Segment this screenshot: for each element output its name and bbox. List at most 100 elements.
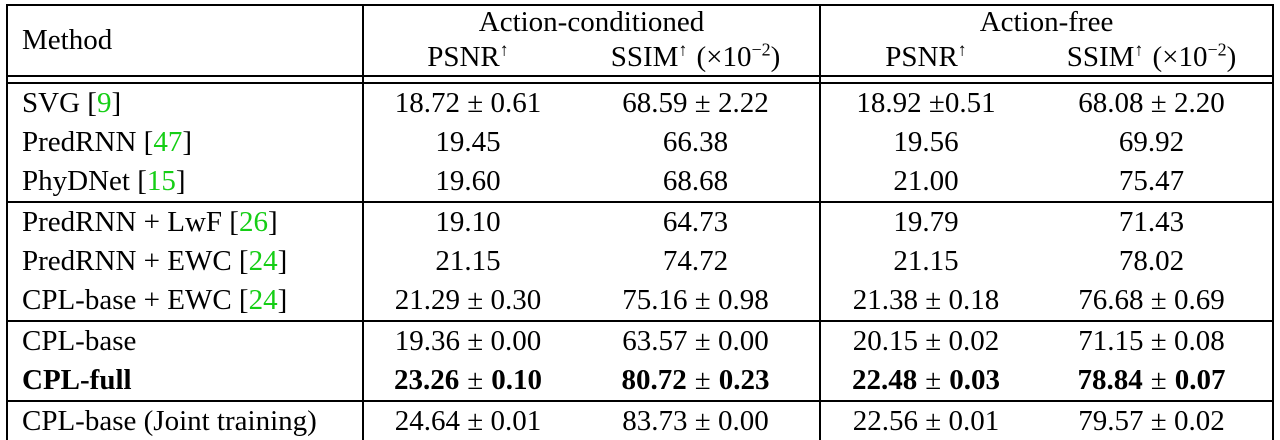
psnr-cell-action-free: 21.00 [819,162,1032,203]
method-label: CPL-base (Joint training) [22,405,317,438]
ssim-cell-action-free: 69.92 [1118,126,1185,159]
psnr-cell-action-free: 19.79 [819,201,1032,243]
psnr-cell-action-free: 21.38 ± 0.18 [819,281,1032,322]
method-cell: PredRNN [47] [7,123,363,162]
ssim-cell-action-conditioned: 83.73 ± 0.00 [572,400,821,440]
ssim-cell-action-conditioned: 68.59 ± 2.22 [622,87,769,120]
ssim-cell-action-conditioned: 64.73 [572,201,821,243]
method-cell: CPL-base + EWC [24] [7,281,363,321]
table-body: SVG [9] 18.72 ± 0.61 68.59 ± 2.22 18.92 ±0.… [7,83,1274,440]
method-label: PredRNN + LwF [22,206,223,239]
psnr-cell-action-conditioned: 19.45 [362,123,572,163]
ssim-cell-action-free: 71.43 [1031,201,1274,243]
citation-ref: [24] [231,245,288,278]
ssim-cell-action-free: 78.84 ±0.07 [1077,364,1226,397]
method-cell: CPL-base (Joint training) [7,400,363,440]
ssim-scale: (×10−2) [696,39,781,73]
up-arrow-icon: ↑ [1134,39,1144,60]
psnr-cell-action-conditioned: 19.10 [362,201,572,243]
table-row: PredRNN [47] 19.45 66.38 19.56 69.92 [7,123,1273,163]
up-arrow-icon: ↑ [957,39,967,60]
method-cell: CPL-base [7,320,363,362]
psnr-cell-action-free: 22.48 ±0.03 [819,361,1032,402]
ssim-cell-action-free: 75.47 [1118,165,1185,198]
citation-number: 47 [153,126,183,159]
psnr-cell-action-free: 19.56 [819,123,1032,163]
ssim-scale: (×10−2) [1152,39,1237,73]
method-label: PhyDNet [22,165,130,198]
up-arrow-icon: ↑ [678,39,688,60]
psnr-cell-action-conditioned: 23.26 ±0.10 [362,361,572,402]
ssim-cell-action-conditioned: 80.72 ±0.23 [621,364,770,397]
method-label: CPL-base + EWC [22,284,232,317]
method-label: SVG [22,87,81,120]
table-row: PhyDNet [15] 19.60 68.68 21.00 75.47 [7,162,1273,203]
psnr-cell-action-free: 21.15 [819,242,1032,282]
ssim-label: SSIM [1066,40,1135,73]
psnr-cell-action-free: 18.92 ±0.51 [819,83,1032,124]
plus-minus-symbol: ± [694,364,711,397]
ssim-cell-action-free: 71.15 ± 0.08 [1031,320,1274,362]
ssim-cell-action-conditioned: 63.57 ± 0.00 [572,320,821,362]
header-row-groups: Method Action-conditioned Action-free [7,5,1274,78]
table-row: PredRNN + LwF [26] 19.10 64.73 19.79 71.43 [7,201,1274,243]
citation-number: 26 [238,206,268,239]
method-cell: PredRNN + LwF [26] [7,201,363,243]
psnr-cell-action-conditioned: 21.15 [362,242,572,282]
citation-ref: [26] [222,206,278,239]
ssim-cell-action-free: 79.57 ± 0.02 [1031,400,1274,440]
table-row: CPL-full 23.26 ±0.10 80.72 ±0.23 22.48 ±0.03 78… [7,361,1273,402]
psnr-header-action-free: PSNR↑ [819,39,1032,78]
header-row-metrics: PSNR↑ SSIM↑ (×10−2) PSNR↑ SSIM↑ (×10−2) [7,39,1274,78]
psnr-cell-action-free: 22.56 ± 0.01 [819,400,1032,440]
psnr-cell-action-conditioned: 18.72 ± 0.61 [362,83,572,124]
method-cell: PredRNN + EWC [24] [7,242,363,281]
citation-ref: [24] [231,284,288,317]
ssim-header-action-conditioned: SSIM↑ (×10−2) [572,39,821,78]
psnr-label: PSNR [427,40,500,73]
table-row: CPL-base 19.36 ± 0.00 63.57 ± 0.00 20.15 ± … [7,320,1274,362]
psnr-header-action-conditioned: PSNR↑ [362,39,572,78]
ssim-cell-action-conditioned: 66.38 [662,126,729,159]
plus-minus-symbol: ± [467,364,484,397]
psnr-label: PSNR [885,40,958,73]
group-header-action-free: Action-free [819,5,1274,40]
method-cell: PhyDNet [15] [7,162,363,202]
table-row: CPL-base + EWC [24] 21.29 ± 0.30 75.16 ± 0… [7,281,1273,322]
citation-ref: [47] [136,126,192,159]
table-header: Method Action-conditioned Action-free PS… [7,5,1274,85]
method-label: CPL-full [22,364,132,397]
citation-number: 24 [248,245,278,278]
group-header-action-conditioned: Action-conditioned [361,5,821,40]
method-label: PredRNN [22,126,137,159]
citation-number: 24 [248,284,278,317]
up-arrow-icon: ↑ [499,39,509,60]
table-row: SVG [9] 18.72 ± 0.61 68.59 ± 2.22 18.92 ±0.… [7,83,1273,124]
plus-minus-symbol: ± [925,364,942,397]
method-column-header: Method [7,5,363,78]
psnr-cell-action-conditioned: 19.60 [362,162,572,203]
table-row: PredRNN + EWC [24] 21.15 74.72 21.15 78.02 [7,242,1273,282]
citation-number: 15 [146,165,176,198]
ssim-cell-action-conditioned: 75.16 ± 0.98 [622,284,769,317]
citation-ref: [9] [80,87,122,120]
method-cell: SVG [9] [7,83,363,123]
citation-number: 9 [96,87,112,120]
ssim-cell-action-free: 78.02 [1118,245,1185,278]
results-table: Method Action-conditioned Action-free PS… [6,4,1275,440]
method-label: PredRNN + EWC [22,245,232,278]
citation-ref: [15] [129,165,186,198]
ssim-label: SSIM [610,40,679,73]
plus-minus-symbol: ± [1150,364,1167,397]
psnr-cell-action-conditioned: 21.29 ± 0.30 [362,281,572,322]
method-label: CPL-base [22,325,137,358]
double-rule-gap [7,76,1274,85]
table-row: CPL-base (Joint training) 24.64 ± 0.01 83.… [7,400,1274,440]
psnr-cell-action-conditioned: 19.36 ± 0.00 [362,320,572,362]
method-cell: CPL-full [7,361,363,401]
ssim-cell-action-conditioned: 74.72 [662,245,729,278]
psnr-cell-action-conditioned: 24.64 ± 0.01 [362,400,572,440]
ssim-cell-action-free: 76.68 ± 0.69 [1078,284,1225,317]
ssim-cell-action-conditioned: 68.68 [662,165,729,198]
